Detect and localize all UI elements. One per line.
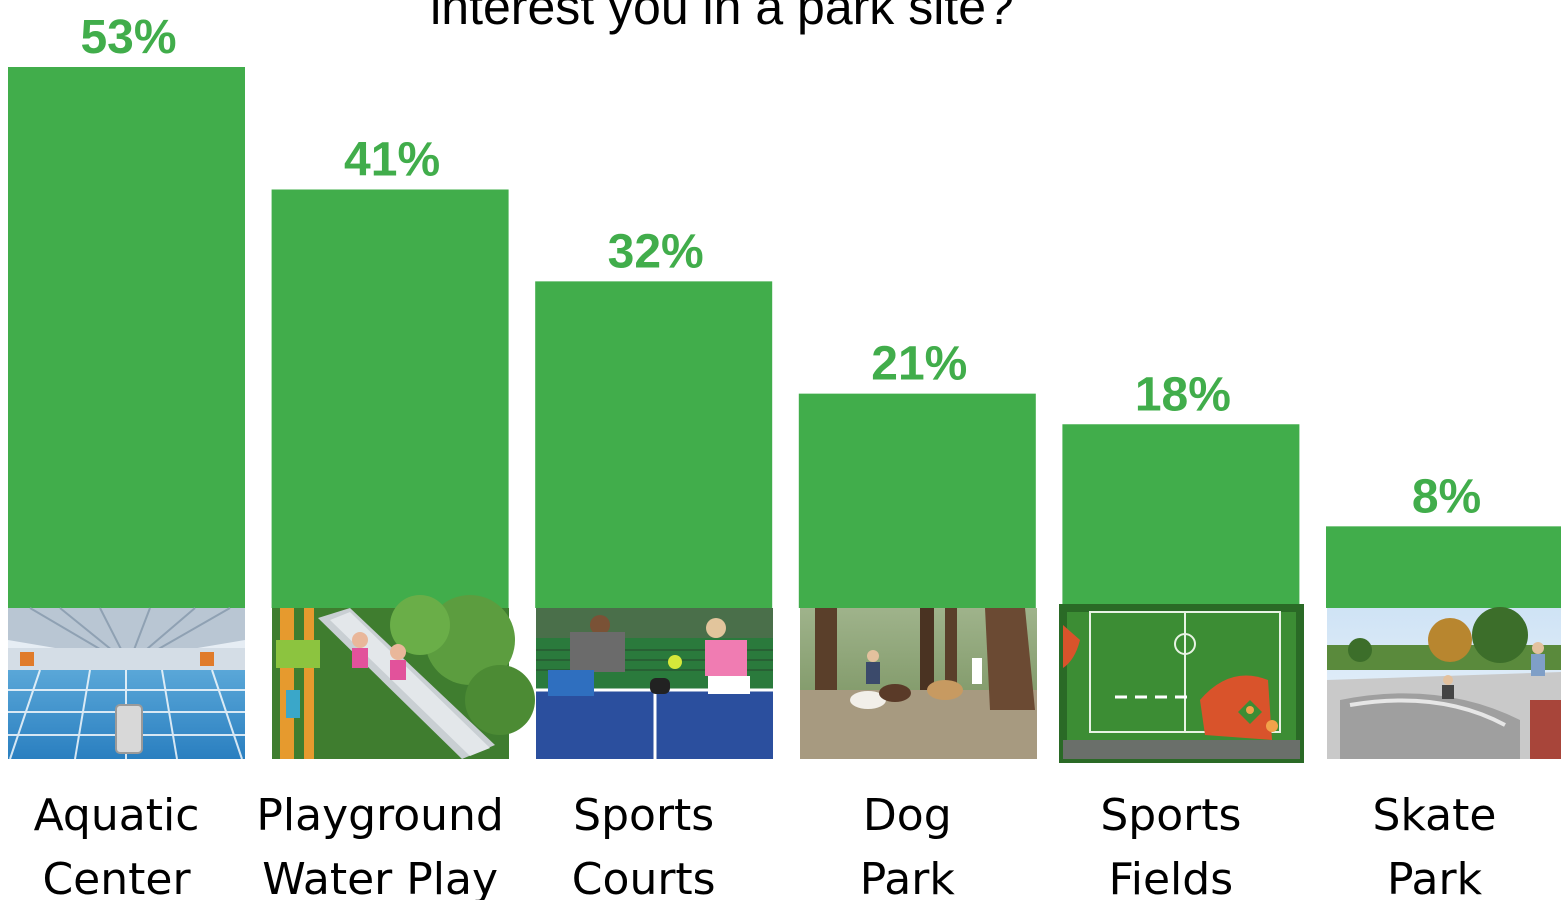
category-label-1-line-1: Water Play <box>262 854 498 900</box>
value-label-4: 18% <box>1135 368 1231 421</box>
bar-3 <box>798 393 1036 608</box>
category-label-3-line-1: Park <box>860 854 956 900</box>
slide-playground-photo <box>272 595 535 759</box>
category-label-4-line-0: Sports <box>1100 790 1241 841</box>
skate-bowl-photo <box>1327 607 1561 759</box>
bar-0 <box>8 67 245 608</box>
value-label-0: 53% <box>80 11 176 64</box>
value-label-5: 8% <box>1412 470 1481 523</box>
value-label-2: 32% <box>608 225 704 278</box>
dog-park-photo <box>800 608 1037 759</box>
bar-5 <box>1326 526 1561 608</box>
bar-4 <box>1062 424 1300 608</box>
category-label-3-line-0: Dog <box>863 790 952 841</box>
category-label-2-line-1: Courts <box>572 854 716 900</box>
category-label-5-line-1: Park <box>1387 854 1483 900</box>
category-label-4-line-1: Fields <box>1109 854 1233 900</box>
category-label-0-line-0: Aquatic <box>34 790 200 841</box>
category-label-1-line-0: Playground <box>256 790 503 841</box>
category-label-2-line-0: Sports <box>573 790 714 841</box>
category-label-5-line-0: Skate <box>1373 790 1497 841</box>
category-label-0-line-1: Center <box>42 854 191 900</box>
pool-photo <box>8 607 245 760</box>
ball-field-aerial-photo <box>1059 604 1304 763</box>
pickleball-photo <box>536 608 773 759</box>
bar-2 <box>535 281 773 608</box>
bar-1 <box>271 189 509 608</box>
value-label-3: 21% <box>871 338 967 391</box>
value-label-1: 41% <box>344 133 440 186</box>
chart-title: interest you in a park site? <box>430 0 1014 35</box>
